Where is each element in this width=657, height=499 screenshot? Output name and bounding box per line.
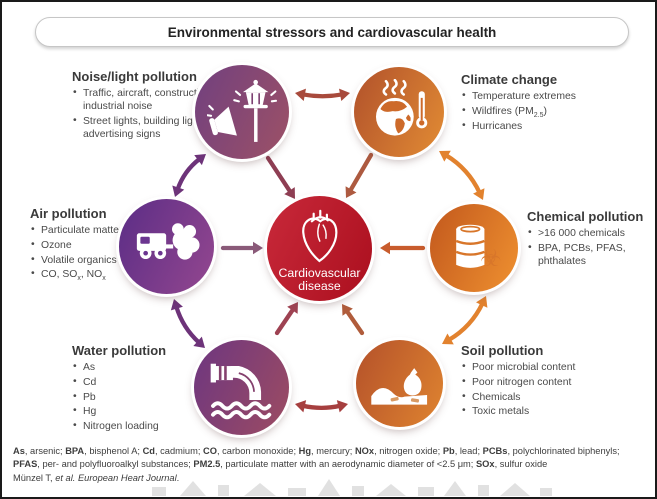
chemical-pollution-section: Chemical pollution >16 000 chemicalsBPA,… (527, 209, 649, 270)
water-heading: Water pollution (72, 343, 167, 358)
bullet-item: Hurricanes (461, 119, 626, 133)
soil-pollution-circle (356, 340, 443, 427)
barrel-biohazard-icon: ☣ (456, 225, 502, 272)
chemical-pollution-circle: ☣ (430, 204, 518, 292)
bullet-item: Pb (72, 390, 222, 404)
bullet-item: As (72, 360, 222, 374)
soil-waste-icon (371, 368, 428, 405)
soil-pollution-section: Soil pollution Poor microbial contentPoo… (461, 343, 636, 420)
water-pollution-circle (194, 340, 289, 435)
center-label-line2: disease (298, 279, 341, 294)
watermark (152, 479, 552, 496)
bullet-item: Traffic, aircraft, construction and indu… (72, 86, 240, 114)
noise-pollution-circle (195, 65, 289, 159)
bullet-item: Volatile organics (30, 253, 180, 267)
bullet-item: Particulate matter (30, 223, 180, 237)
water-pollution-section: Water pollution AsCdPbHgNitrogen loading (72, 343, 222, 435)
bullet-item: BPA, PCBs, PFAS, phthalates (527, 241, 649, 269)
center-label: Cardiovascular disease (278, 265, 361, 295)
noise-bullet-list: Traffic, aircraft, construction and indu… (72, 86, 240, 142)
bullet-item: Hg (72, 404, 222, 418)
anatomical-heart-icon (302, 209, 338, 263)
chemical-heading: Chemical pollution (527, 209, 644, 224)
center-label-line1: Cardiovascular (278, 265, 361, 280)
bullet-item: Nitrogen loading (72, 419, 222, 433)
climate-bullet-list: Temperature extremesWildfires (PM2.5)Hur… (461, 89, 626, 133)
bullet-item: Toxic metals (461, 404, 636, 418)
svg-text:☣: ☣ (481, 244, 502, 272)
citation: Münzel T, et al. European Heart Journal. (13, 473, 180, 483)
figure-title: Environmental stressors and cardiovascul… (35, 17, 629, 47)
bullet-item: Street lights, building lights, advertis… (72, 114, 240, 142)
air-pollution-section: Air pollution Particulate matterOzoneVol… (30, 206, 180, 283)
cardiovascular-disease-circle: Cardiovascular disease (267, 196, 372, 301)
sewage-pipe-icon (211, 364, 272, 420)
air-bullet-list: Particulate matterOzoneVolatile organics… (30, 223, 180, 283)
bullet-item: Temperature extremes (461, 89, 626, 103)
soil-heading: Soil pollution (461, 343, 544, 358)
climate-change-circle (354, 67, 444, 157)
climate-heading: Climate change (461, 72, 558, 87)
bullet-item: Wildfires (PM2.5) (461, 104, 626, 119)
bullet-item: Poor microbial content (461, 360, 636, 374)
bullet-item: Chemicals (461, 390, 636, 404)
soil-bullet-list: Poor microbial contentPoor nitrogen cont… (461, 360, 636, 419)
air-pollution-circle (119, 199, 214, 294)
bullet-item: CO, SOx, NOx (30, 267, 180, 282)
bullet-item: Poor nitrogen content (461, 375, 636, 389)
bullet-item: Ozone (30, 238, 180, 252)
globe-thermometer-icon (375, 78, 427, 136)
noise-pollution-section: Noise/light pollution Traffic, aircraft,… (72, 69, 240, 143)
noise-heading: Noise/light pollution (72, 69, 197, 84)
bullet-item: Cd (72, 375, 222, 389)
street-lamp-megaphone-icon (207, 80, 277, 143)
water-bullet-list: AsCdPbHgNitrogen loading (72, 360, 222, 434)
air-heading: Air pollution (30, 206, 107, 221)
vehicle-exhaust-icon (137, 223, 200, 260)
bullet-item: >16 000 chemicals (527, 226, 649, 240)
climate-change-section: Climate change Temperature extremesWildf… (461, 72, 626, 134)
chemical-bullet-list: >16 000 chemicalsBPA, PCBs, PFAS, phthal… (527, 226, 649, 269)
abbreviations-footnote: As, arsenic; BPA, bisphenol A; Cd, cadmi… (13, 446, 620, 470)
